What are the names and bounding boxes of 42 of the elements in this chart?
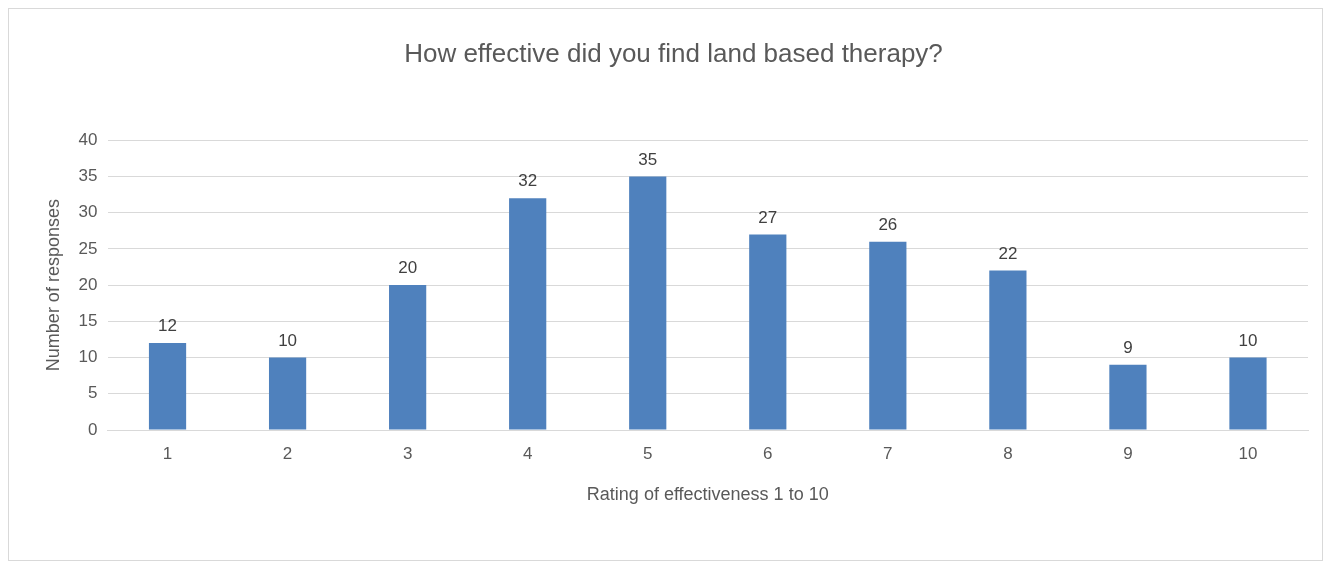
data-label: 22 [998,243,1018,263]
x-tick-label: 3 [402,443,413,463]
x-tick-label: 8 [1003,443,1013,463]
bar [1229,357,1267,430]
bar [509,198,547,430]
bar [268,357,307,430]
y-tick-label: 40 [78,129,98,149]
bar [1109,364,1147,430]
data-label: 32 [518,171,538,191]
x-tick-label: 5 [643,443,653,463]
data-label: 12 [158,316,177,336]
y-tick-label: 15 [78,311,98,331]
y-tick-label: 10 [78,347,98,367]
y-tick-label: 20 [78,274,98,294]
x-tick-label: 6 [763,443,773,463]
data-label: 10 [1238,330,1258,350]
y-tick-label: 5 [88,383,98,403]
data-label: 20 [398,258,418,278]
x-tick-label: 7 [883,443,893,463]
data-label: 26 [878,214,898,234]
y-tick-label: 0 [88,419,98,439]
x-tick-label: 1 [162,443,173,463]
data-label: 9 [1123,337,1133,357]
y-tick-label: 35 [78,166,98,186]
bar [148,343,187,430]
x-tick-label: 10 [1238,443,1258,463]
x-axis-title: Rating of effectiveness 1 to 10 [586,484,829,505]
y-axis-title: Number of responses [42,199,63,372]
data-label: 35 [638,149,658,169]
chart-title: How effective did you find land based therapy? [404,37,943,68]
x-tick-label: 4 [522,443,533,463]
x-tick-label: 9 [1123,443,1133,463]
data-label: 27 [758,207,778,227]
data-label: 10 [278,330,298,350]
bar [749,234,787,430]
bar [629,176,667,430]
bar [989,270,1027,430]
bar [869,241,907,430]
y-tick-label: 25 [78,238,98,258]
x-tick-label: 2 [282,443,293,463]
y-tick-label: 30 [78,202,98,222]
bar [389,285,427,430]
